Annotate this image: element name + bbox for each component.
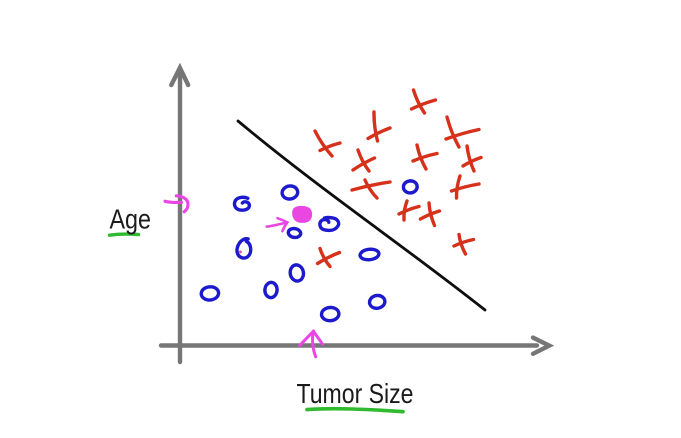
svg-text:Tumor Size: Tumor Size [297, 378, 414, 409]
svg-text:Age: Age [110, 204, 152, 235]
